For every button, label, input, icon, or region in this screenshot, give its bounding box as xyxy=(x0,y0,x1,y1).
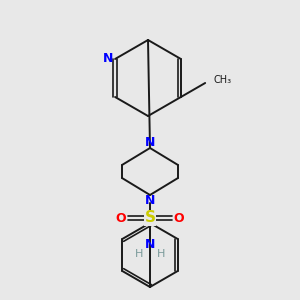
Text: H: H xyxy=(135,249,143,259)
Text: H: H xyxy=(157,249,165,259)
Text: N: N xyxy=(145,238,155,251)
Text: N: N xyxy=(103,52,113,65)
Text: O: O xyxy=(174,212,184,224)
Text: CH₃: CH₃ xyxy=(213,75,231,85)
Text: O: O xyxy=(116,212,126,224)
Text: S: S xyxy=(145,211,155,226)
Text: N: N xyxy=(145,194,155,206)
Text: N: N xyxy=(145,136,155,149)
